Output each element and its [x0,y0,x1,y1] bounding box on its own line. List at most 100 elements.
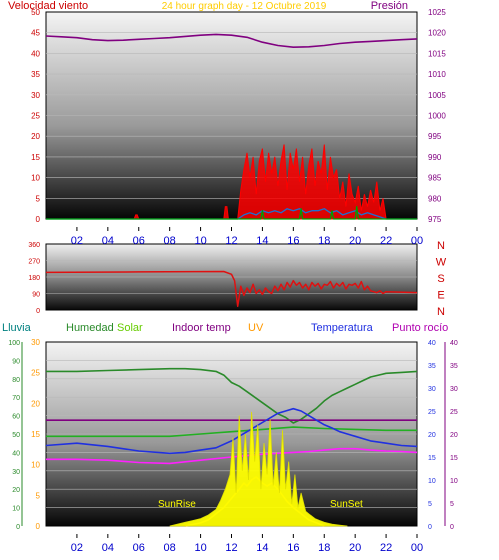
weather-x-axis-tick-label: 14 [256,542,268,554]
pressure-axis-tick: 1025 [428,8,446,17]
weather-x-axis-tick-label: 06 [133,542,145,554]
wind-speed-axis-tick: 30 [31,91,40,100]
weather-x-axis-tick-label: 10 [194,542,206,554]
wind-x-axis-tick-label: 08 [164,235,176,247]
legend-solar: Solar [117,322,143,334]
pressure-axis-tick: 1020 [428,29,446,38]
wind-x-axis-tick-label: 22 [380,235,392,247]
pressure-axis-tick: 990 [428,153,442,162]
temperature-axis-tick: 25 [428,409,436,416]
legend-temperature: Temperatura [311,322,374,334]
wind-speed-axis-tick: 40 [31,49,40,58]
wind-x-axis-tick-label: 02 [71,235,83,247]
humidity-temperature-chart: 0102030405060708090100051015202530051015… [8,338,458,554]
pressure-axis-tick: 1000 [428,112,446,121]
wind-x-axis-tick-label: 12 [225,235,237,247]
uv-axis-tick: 15 [31,430,40,439]
green-temp-series [46,426,417,438]
temperature-axis-tick: 30 [428,386,436,393]
direction-axis-tick: 90 [32,292,40,299]
pressure-axis-tick: 1010 [428,70,446,79]
legend-humidity: Humedad [66,322,114,334]
humidity-axis-tick: 60 [12,414,20,421]
compass-label: E [437,290,444,302]
temperature-axis-tick: 0 [428,524,432,531]
weather-x-axis-tick-label: 18 [318,542,330,554]
pressure-axis-tick: 1005 [428,91,446,100]
humidity-axis-tick: 10 [12,506,20,513]
wind-speed-axis-tick: 0 [36,215,41,224]
temperature-axis-tick: 15 [428,455,436,462]
temperature-axis-tick: 10 [428,478,436,485]
humidity-axis-tick: 80 [12,377,20,384]
temperature-series [45,407,418,455]
pressure-axis-tick: 1015 [428,49,446,58]
weather-x-axis-tick-label: 12 [225,542,237,554]
legend-indoor-temp: Indoor temp [172,322,231,334]
wind-x-axis-tick-label: 18 [318,235,330,247]
humidity-axis-tick: 100 [8,340,20,347]
weather-x-axis-tick-label: 22 [380,542,392,554]
weather-x-axis-tick-label: 00 [411,542,423,554]
header-right-label: Presión [371,0,408,12]
wind-gust-series [46,144,417,220]
humidity-axis-tick: 70 [12,395,20,402]
indoor-axis-tick: 20 [450,432,458,439]
weather-x-axis-tick-label: 02 [71,542,83,554]
wind-speed-axis-tick: 25 [31,112,40,121]
uv-axis-tick: 30 [31,338,40,347]
wind-x-axis-tick-label: 06 [133,235,145,247]
compass-label: N [437,240,445,252]
indoor-axis-tick: 30 [450,386,458,393]
direction-axis-tick: 0 [36,308,40,315]
indoor-axis-tick: 10 [450,478,458,485]
wind-speed-axis-tick: 15 [31,153,40,162]
indoor-axis-tick: 5 [450,501,454,508]
uv-axis-tick: 10 [31,461,40,470]
compass-label: W [436,257,447,269]
pressure-series [45,33,418,49]
pressure-axis-tick: 985 [428,174,442,183]
direction-axis-tick: 270 [28,259,40,266]
wind-x-axis-tick-label: 14 [256,235,268,247]
uv-axis-tick: 20 [31,399,40,408]
humidity-axis-tick: 40 [12,450,20,457]
temperature-axis-tick: 5 [428,501,432,508]
compass-label: S [437,273,444,285]
temperature-axis-tick: 40 [428,340,436,347]
pressure-axis-tick: 995 [428,132,442,141]
humidity-axis-tick: 20 [12,487,20,494]
weather-x-axis-tick-label: 16 [287,542,299,554]
legend-dewpoint: Punto rocío [392,322,448,334]
wind-green-series [46,205,417,220]
pressure-axis-tick: 975 [428,215,442,224]
wind-pressure-chart: 0510152025303540455097598098599099510001… [31,8,446,247]
sunrise-label: SunRise [158,499,196,510]
wind-x-axis-tick-label: 16 [287,235,299,247]
wind-x-axis-tick-label: 10 [194,235,206,247]
wind-x-axis-tick-label: 00 [411,235,423,247]
humidity-axis-tick: 90 [12,358,20,365]
legend-rain: Lluvia [2,322,32,334]
direction-axis-tick: 180 [28,275,40,282]
temperature-axis-tick: 35 [428,363,436,370]
sunset-label: SunSet [330,499,363,510]
header-left-label: Velocidad viento [8,0,88,12]
indoor-axis-tick: 0 [450,524,454,531]
wind-avg-series [46,208,417,220]
indoor-axis-tick: 25 [450,409,458,416]
direction-axis-tick: 360 [28,242,40,249]
temperature-axis-tick: 20 [428,432,436,439]
wind-speed-axis-tick: 5 [36,194,41,203]
legend-uv: UV [248,322,264,334]
uv-axis-tick: 5 [36,491,41,500]
wind-direction-series [45,270,418,308]
wind-x-axis-tick-label: 20 [349,235,361,247]
weather-x-axis-tick-label: 04 [102,542,114,554]
indoor-axis-tick: 35 [450,363,458,370]
pressure-axis-tick: 980 [428,194,442,203]
weather-x-axis-tick-label: 08 [164,542,176,554]
